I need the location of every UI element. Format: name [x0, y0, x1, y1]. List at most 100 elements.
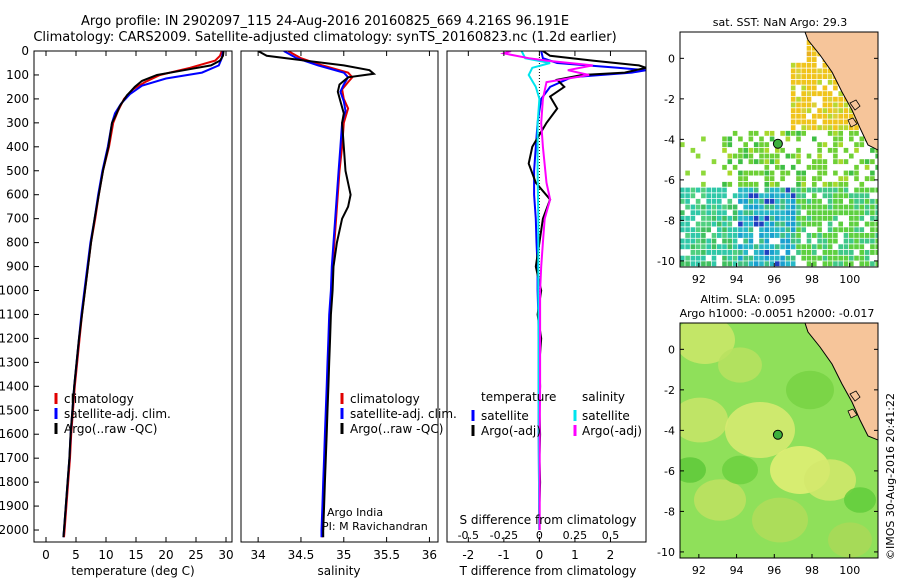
sst-cell	[775, 159, 780, 165]
sst-cell	[806, 255, 812, 261]
figure-title-line1: Argo profile: IN 2902097_115 24-Aug-2016…	[80, 14, 570, 29]
sst-cell	[743, 261, 748, 267]
sst-cell	[738, 153, 743, 159]
sst-cell	[859, 227, 865, 233]
island-1	[849, 99, 861, 111]
sst-cell	[717, 198, 722, 204]
sst-cell	[859, 204, 865, 210]
sst-cell	[732, 255, 738, 261]
map-xtick-label: 94	[730, 564, 744, 577]
sst-cell	[859, 159, 865, 165]
sst-cell	[875, 238, 878, 244]
ytick-label: 1100	[0, 307, 29, 321]
sst-cell	[738, 250, 743, 255]
sumatra-land	[804, 32, 878, 151]
sst-cell	[780, 147, 785, 153]
sst-cell	[732, 164, 738, 170]
sst-cell	[822, 96, 828, 102]
sst-cell	[859, 255, 865, 261]
sst-cell	[711, 233, 717, 238]
sst-cell	[685, 215, 690, 221]
sst-cell	[727, 244, 733, 250]
sst-cell	[743, 198, 748, 204]
sst-cell	[859, 238, 865, 244]
sst-cell	[785, 210, 791, 216]
sst-cell	[764, 170, 770, 176]
temperature-lines	[62, 51, 225, 538]
sst-cell	[849, 153, 854, 159]
sst-cell	[817, 176, 822, 182]
sst-cell	[775, 210, 780, 216]
sst-cell	[838, 119, 843, 125]
sst-cell	[822, 62, 828, 68]
sst-cell	[753, 210, 759, 216]
temperature-xlabel: temperature (deg C)	[71, 564, 194, 578]
sst-cell	[727, 170, 733, 176]
sst-cell	[833, 198, 838, 204]
sst-cell	[717, 233, 722, 238]
sst-cell	[812, 91, 817, 97]
sst-cell	[711, 187, 717, 193]
sst-cell	[743, 176, 748, 182]
sst-cell	[769, 193, 775, 199]
sst-cell	[870, 198, 875, 204]
sst-cell	[690, 250, 696, 255]
sst-cell	[769, 233, 775, 238]
sst-cell	[738, 193, 743, 199]
sst-cell	[695, 261, 701, 267]
sst-cell	[822, 244, 828, 250]
sst-cell	[806, 40, 812, 45]
sst-cell	[854, 233, 859, 238]
sst-cell	[854, 130, 859, 136]
sst-cell	[769, 204, 775, 210]
sst-cell	[717, 187, 722, 193]
sst-cell	[738, 255, 743, 261]
sst-cell	[822, 164, 828, 170]
sst-cell	[875, 210, 878, 216]
sst-cell	[727, 153, 733, 159]
sst-cell	[812, 255, 817, 261]
sst-cell	[769, 215, 775, 221]
sst-cell	[780, 176, 785, 182]
sst-cell	[875, 227, 878, 233]
sla-blob	[725, 402, 795, 458]
sst-cell	[796, 68, 801, 74]
sst-cell	[722, 187, 727, 193]
sst-cell	[833, 102, 838, 108]
sst-cell	[685, 255, 690, 261]
sst-cell	[775, 215, 780, 221]
sst-cell	[753, 244, 759, 250]
sst-cell	[790, 187, 796, 193]
sst-cell	[875, 204, 878, 210]
map-xtick-label: 100	[839, 273, 860, 286]
sst-cell	[827, 96, 833, 102]
sst-cell	[833, 227, 838, 233]
sst-cell	[801, 244, 806, 250]
sst-cell	[796, 113, 801, 119]
sst-cell	[790, 204, 796, 210]
map-ytick-label: -8	[664, 505, 675, 518]
sst-cell	[790, 244, 796, 250]
sst-cell	[764, 193, 770, 199]
sst-cell	[759, 153, 764, 159]
sst-cell	[817, 113, 822, 119]
sst-cell	[695, 187, 701, 193]
sst-cell	[854, 119, 859, 125]
sst-cell	[790, 96, 796, 102]
island-3	[849, 390, 861, 402]
sst-cell	[801, 62, 806, 68]
sst-cell	[812, 250, 817, 255]
sst-cell	[690, 238, 696, 244]
sst-cell	[870, 221, 875, 227]
xtick-label: 35	[336, 548, 351, 562]
map-ytick-label: -10	[657, 255, 675, 268]
ytick-label: 400	[6, 140, 29, 154]
temperature-xticks: 0 5 10 15 20 25 30	[42, 51, 234, 562]
sst-cell	[843, 108, 849, 114]
xtick-label: 1	[571, 548, 579, 562]
sst-cell	[838, 181, 843, 187]
sst-cell	[732, 238, 738, 244]
sst-cell	[806, 187, 812, 193]
sst-cell	[806, 204, 812, 210]
sst-cell	[743, 153, 748, 159]
